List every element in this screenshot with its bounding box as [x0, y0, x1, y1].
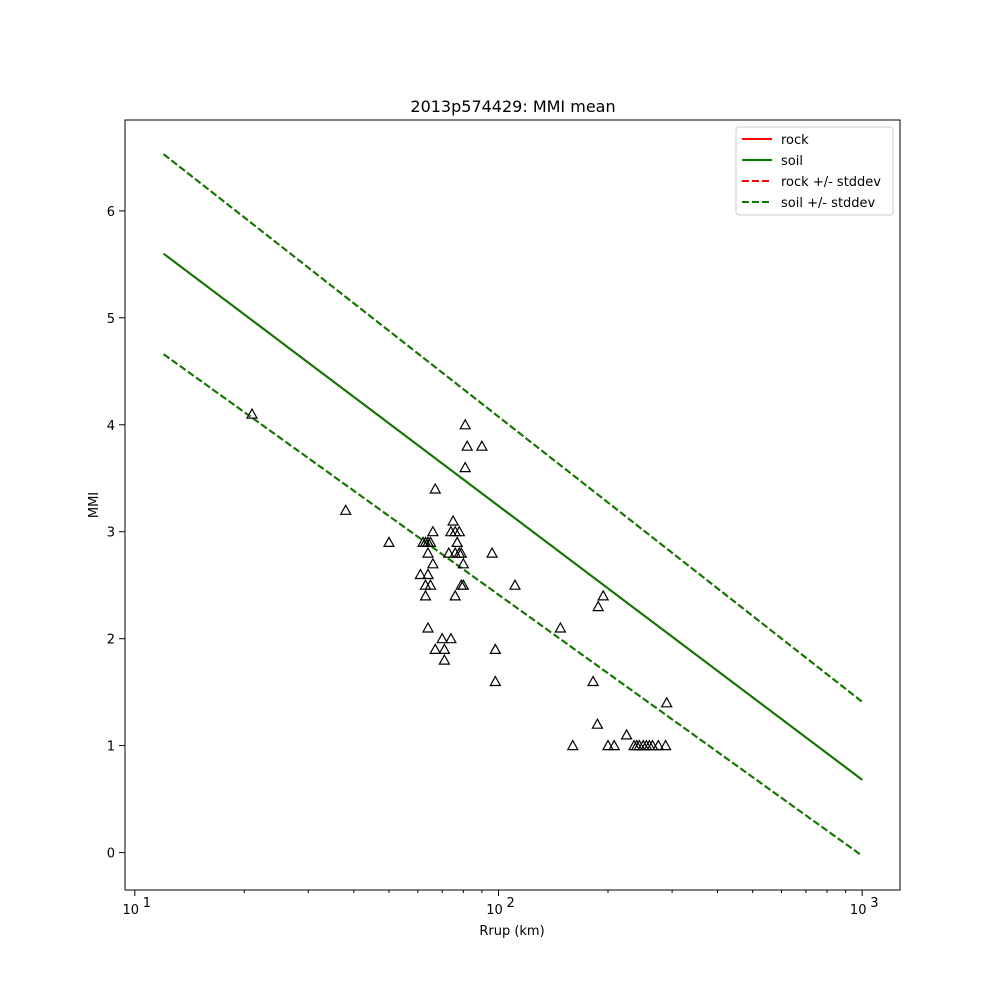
x-tick-exponent-10: 1	[143, 896, 151, 911]
observation-point-20	[438, 653, 451, 665]
y-tick-label-5: 5	[107, 312, 115, 327]
x-tick-exponent-1000: 3	[870, 896, 878, 911]
y-tick-label-3: 3	[107, 526, 115, 541]
observation-point-39	[486, 546, 499, 558]
observation-point-13	[424, 536, 437, 548]
observation-point-36	[459, 418, 472, 430]
observation-point-43	[554, 621, 567, 633]
observation-point-42	[508, 578, 522, 590]
y-tick-label-0: 0	[107, 847, 115, 862]
chart-title: 2013p574429: MMI mean	[410, 97, 615, 116]
observation-point-30	[453, 525, 466, 537]
observation-point-2	[382, 536, 396, 548]
observation-point-51	[620, 728, 633, 740]
observation-point-59	[652, 739, 665, 751]
observation-point-33	[457, 578, 470, 590]
observation-point-38	[475, 439, 488, 451]
observation-point-24	[447, 514, 460, 526]
observation-point-49	[601, 739, 615, 751]
x-axis-label: Rrup (km)	[479, 924, 544, 939]
observation-point-10	[421, 568, 435, 580]
x-tick-exponent-100: 2	[507, 896, 515, 911]
observation-points	[245, 407, 673, 751]
observation-point-8	[421, 546, 435, 558]
observation-point-41	[489, 675, 502, 687]
observation-point-44	[566, 739, 579, 751]
observation-point-46	[591, 717, 604, 729]
x-tick-label-1000: 10	[850, 903, 867, 918]
x-tick-label-100: 10	[486, 903, 503, 918]
observation-point-31	[455, 546, 468, 558]
observation-point-47	[592, 600, 605, 612]
observation-point-26	[449, 589, 462, 601]
observation-point-34	[457, 557, 470, 569]
observation-point-60	[659, 739, 672, 751]
observation-point-58	[646, 739, 659, 751]
x-axis-ticks: 10 1 10 2 10 3	[123, 890, 878, 918]
y-axis-ticks: 0 1 2 3 4 5 6	[107, 205, 125, 862]
y-tick-label-1: 1	[107, 740, 115, 755]
series-line-soil-0	[162, 252, 863, 781]
y-axis-label: MMI	[87, 492, 102, 518]
x-tick-label-10: 10	[123, 903, 140, 918]
legend-label-2: rock +/- stddev	[781, 175, 881, 190]
observation-point-22	[444, 632, 457, 644]
observation-point-61	[660, 696, 673, 708]
observation-point-1	[339, 504, 352, 515]
observation-point-45	[587, 675, 600, 687]
y-tick-label-2: 2	[107, 633, 115, 648]
observation-point-21	[442, 546, 455, 558]
observation-point-28	[451, 536, 464, 548]
observation-point-19	[438, 643, 451, 655]
observation-point-16	[429, 643, 442, 655]
model-lines	[162, 153, 863, 857]
observation-point-40	[489, 643, 502, 655]
legend: rock soil rock +/- stddev soil +/- stddev	[735, 126, 894, 216]
observation-point-48	[597, 589, 610, 601]
observation-point-0	[245, 407, 259, 419]
observation-point-12	[424, 578, 437, 590]
observation-point-6	[419, 578, 432, 590]
observation-point-14	[426, 525, 439, 537]
legend-box	[735, 126, 894, 216]
legend-label-0: rock	[781, 133, 809, 148]
observation-point-17	[429, 482, 442, 494]
y-tick-label-4: 4	[107, 419, 115, 434]
observation-point-11	[421, 621, 435, 633]
y-tick-label-6: 6	[107, 205, 115, 220]
series-line-soil-stddev-0	[162, 153, 863, 703]
observation-point-50	[608, 739, 621, 751]
observation-point-15	[426, 557, 439, 569]
legend-label-1: soil	[781, 154, 803, 169]
observation-point-35	[459, 461, 472, 473]
observation-point-37	[461, 439, 474, 451]
series-line-soil-stddev-1	[163, 353, 863, 857]
observation-point-7	[419, 589, 432, 601]
plot-area-frame	[124, 119, 901, 891]
observation-point-3	[414, 568, 427, 580]
legend-label-3: soil +/- stddev	[781, 196, 876, 211]
observation-point-18	[436, 632, 449, 644]
